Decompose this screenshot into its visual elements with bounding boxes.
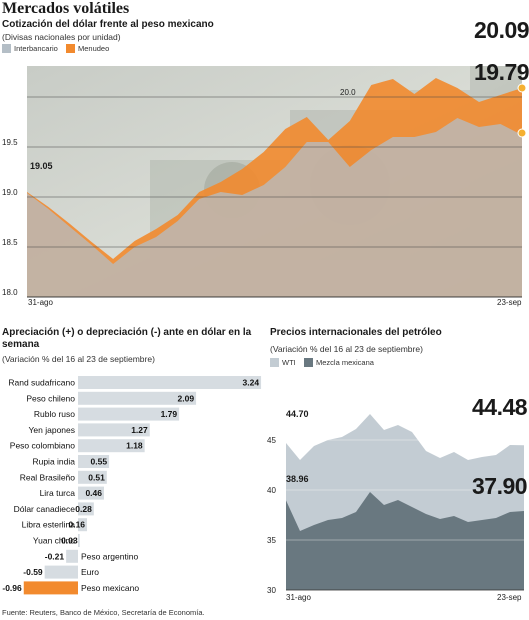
bar [78,407,180,421]
bar [78,470,107,484]
bar-category-label: Rupia india [32,457,75,467]
area-interbancario [27,118,522,297]
bar-category-label: Yuan chino [33,536,75,546]
oil-x-end: 23-sep [497,593,522,602]
oil-mezcla-end: 37.90 [472,473,528,499]
dollar-chart-svg: 18.0 18.5 19.0 19.5 20.0 [2,66,527,298]
legend-label: Menudeo [78,44,110,53]
y-tick-label: 40 [267,486,276,495]
bar-value-label: -0.96 [2,583,22,593]
dollar-chart-subtitle: (Divisas nacionales por unidad) [2,32,121,42]
bar [23,581,78,595]
legend-label: WTI [282,358,296,367]
bar-category-label: Peso colombiano [10,441,75,451]
source-note: Fuente: Reuters, Banco de México, Secret… [2,608,205,617]
oil-legend-wti: WTI [270,358,296,367]
dollar-chart-title: Cotización del dólar frente al peso mexi… [2,19,214,30]
currency-chart-title: Apreciación (+) o depreciación (-) ante … [2,327,252,350]
y-tick-label: 18.5 [2,238,18,247]
bar-category-label: Peso chileno [26,393,75,403]
y-tick-label: 19.0 [2,188,18,197]
bar [78,502,94,516]
bar [44,565,78,579]
y-tick-label: 19.5 [2,138,18,147]
y-tick-label: 45 [267,436,276,445]
dollar-legend-interbancario: Interbancario [2,44,58,53]
bar-value-label: -0.21 [45,551,65,561]
dollar-end-menudeo: 20.09 [474,17,529,43]
bar-value-label: 3.24 [243,378,260,388]
bar-category-label: Euro [81,567,99,577]
end-marker-menudeo [517,83,527,93]
legend-label: Mezcla mexicana [316,358,374,367]
bar-value-label: 0.28 [75,504,92,514]
bar-value-label: 1.27 [131,425,148,435]
y-tick-label: 35 [267,536,276,545]
dollar-x-start: 31-ago [28,298,53,307]
bar-category-label: Yen japones [29,425,75,435]
bar-value-label: 0.51 [88,472,105,482]
bar-category-label: Lira turca [40,488,76,498]
legend-label: Interbancario [14,44,58,53]
legend-swatch-light [270,358,279,367]
oil-chart-title: Precios internacionales del petróleo [270,327,442,338]
legend-swatch-orange [66,44,75,53]
page-title: Mercados volátiles [2,0,130,17]
bar-category-label: Rand sudafricano [8,378,75,388]
bar-category-label: Real Brasileño [20,472,76,482]
bar-category-label: Libra esterlina [22,520,76,530]
legend-swatch-dark [304,358,313,367]
bar [78,391,197,405]
bar [78,486,104,500]
y-tick-label: 20.0 [340,88,356,97]
y-tick-label: 18.0 [2,288,18,297]
oil-mezcla-start: 38.96 [286,474,309,484]
bar-value-label: 0.16 [68,520,85,530]
oil-legend-mezcla: Mezcla mexicana [304,358,374,367]
bar [78,439,145,453]
end-marker-interbancario [517,128,527,138]
bar [78,376,262,389]
bar-value-label: -0.59 [23,567,43,577]
bar-value-label: 1.18 [126,441,143,451]
bar-category-label: Rublo ruso [34,409,75,419]
oil-chart-subtitle: (Variación % del 16 al 23 de septiembre) [270,344,423,354]
dollar-start-value: 19.05 [30,161,53,171]
bar [78,534,80,547]
oil-wti-end: 44.48 [472,394,528,420]
dollar-x-end: 23-sep [497,298,522,307]
bar [66,549,78,563]
area-mezcla [286,492,524,590]
bar-value-label: 0.46 [85,488,102,498]
oil-chart-svg: 30 35 40 45 [267,414,524,595]
dollar-end-interbancario: 19.79 [474,59,529,85]
dollar-legend-menudeo: Menudeo [66,44,109,53]
bar-category-label: Peso mexicano [81,583,139,593]
bar-category-label: Peso argentino [81,551,138,561]
bar-value-label: 0.03 [61,536,78,546]
bar-category-label: Dólar canadiece [14,504,76,514]
bar-value-label: 2.09 [178,393,195,403]
oil-x-start: 31-ago [286,593,311,602]
bar [78,423,150,437]
y-tick-label: 30 [267,586,276,595]
currency-chart-subtitle: (Variación % del 16 al 23 de septiembre) [2,354,155,364]
bar-value-label: 0.55 [91,457,108,467]
bar-value-label: 1.79 [161,409,178,419]
bar [78,455,110,468]
currency-chart-svg: 3.24 Rand sudafricano 2.09 Peso chileno 1.79… [2,376,262,595]
oil-wti-start: 44.70 [286,409,309,419]
bar [78,518,88,532]
legend-swatch-gray [2,44,11,53]
